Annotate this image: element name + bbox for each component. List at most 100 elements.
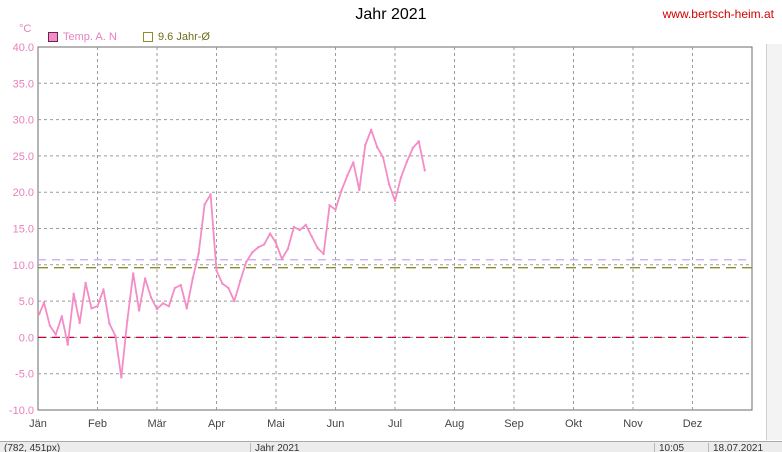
temperature-point <box>114 334 117 338</box>
temperature-point <box>149 296 153 299</box>
temperature-point <box>132 272 135 275</box>
temperature-point <box>370 128 373 131</box>
temperature-point <box>179 283 182 287</box>
temperature-point <box>209 193 212 196</box>
x-tick-label: Sep <box>504 418 524 430</box>
status-time: 10:05 <box>654 443 707 452</box>
chart-title: Jahr 2021 <box>355 6 427 23</box>
temperature-series-line <box>38 128 426 379</box>
temperature-point <box>423 169 426 172</box>
temperature-point <box>322 252 325 256</box>
x-tick-label: Okt <box>565 418 582 430</box>
temperature-point <box>268 232 272 235</box>
x-tick-label: Mär <box>148 418 167 430</box>
temperature-point <box>221 282 224 285</box>
status-date: 18.07.2021 <box>708 443 782 452</box>
y-tick-label: 30.0 <box>13 115 34 127</box>
temperature-point <box>298 228 301 232</box>
legend-temp: Temp. A. N <box>48 31 117 43</box>
x-tick-label: Aug <box>445 418 465 430</box>
temperature-point <box>328 204 331 207</box>
x-tick-label: Nov <box>623 418 643 430</box>
temperature-point <box>352 161 355 164</box>
temperature-point <box>60 315 63 318</box>
y-tick-label: 40.0 <box>13 42 34 54</box>
temperature-point <box>161 302 165 305</box>
x-tick-label: Apr <box>208 418 225 430</box>
temperature-point <box>399 176 403 179</box>
x-tick-label: Mai <box>267 418 285 430</box>
temperature-point <box>340 189 343 192</box>
temperature-point <box>381 156 385 159</box>
temperature-point <box>304 223 307 227</box>
temperature-point <box>96 304 99 308</box>
y-tick-label: 15.0 <box>13 224 34 236</box>
status-bar: (782, 451px) Jahr 2021 10:05 18.07.2021 <box>0 441 782 452</box>
temperature-point <box>239 279 242 282</box>
temperature-point <box>120 376 123 379</box>
y-tick-label: -10.0 <box>9 405 34 417</box>
unit-label: °C <box>19 23 32 35</box>
temperature-point <box>37 312 41 316</box>
temperature-point <box>316 246 319 250</box>
x-tick-label: Jul <box>388 418 402 430</box>
temperature-point <box>203 203 206 206</box>
temperature-point <box>108 322 111 325</box>
temperature-point <box>197 251 200 255</box>
temperature-point <box>245 260 248 264</box>
y-tick-label: 35.0 <box>13 78 34 90</box>
x-tick-label: Jän <box>29 418 47 430</box>
vertical-scrollbar[interactable] <box>766 44 782 440</box>
temperature-point <box>66 343 69 346</box>
y-tick-label: 5.0 <box>19 296 34 308</box>
temperature-point <box>411 146 415 150</box>
temperature-point <box>387 183 391 186</box>
x-tick-label: Feb <box>88 418 107 430</box>
temperature-point <box>286 247 290 251</box>
legend-label-temp: Temp. A. N <box>63 31 117 43</box>
temperature-point <box>78 321 81 325</box>
temperature-point <box>274 241 278 245</box>
temperature-point <box>346 174 349 177</box>
temperature-point <box>90 307 93 310</box>
legend-swatch-avg <box>143 32 153 42</box>
y-tick-label: 0.0 <box>19 332 34 344</box>
temperature-point <box>167 304 171 308</box>
x-tick-label: Dez <box>683 418 703 430</box>
temperature-point <box>364 143 367 147</box>
legend-label-avg: 9.6 Jahr-Ø <box>158 31 210 43</box>
temperature-point <box>185 307 188 310</box>
temperature-point <box>334 208 337 211</box>
x-tick-label: Jun <box>327 418 345 430</box>
temperature-point <box>126 319 129 322</box>
temperature-point <box>405 160 409 163</box>
temperature-point <box>310 235 313 238</box>
legend-avg: 9.6 Jahr-Ø <box>143 31 210 43</box>
temperature-point <box>417 140 420 143</box>
temperature-point <box>393 199 397 203</box>
temperature-point <box>84 281 87 285</box>
y-tick-label: -5.0 <box>15 369 34 381</box>
status-title: Jahr 2021 <box>250 443 425 452</box>
temperature-point <box>227 286 230 290</box>
temperature-point <box>375 145 379 149</box>
temperature-point <box>215 269 218 272</box>
temperature-point <box>262 243 266 246</box>
temperature-point <box>256 246 260 249</box>
temperature-point <box>48 324 52 327</box>
temperature-point <box>155 307 159 311</box>
temperature-point <box>72 292 75 296</box>
temperature-point <box>173 286 177 290</box>
y-tick-label: 10.0 <box>13 260 34 272</box>
temperature-point <box>137 309 141 312</box>
y-tick-label: 20.0 <box>13 187 34 199</box>
temperature-point <box>143 277 147 280</box>
temperature-point <box>280 257 284 261</box>
temperature-point <box>42 301 46 304</box>
website-label: www.bertsch-heim.at <box>662 7 774 21</box>
temperature-point <box>251 251 254 254</box>
status-size: (782, 451px) <box>4 443 61 452</box>
temperature-point <box>292 225 296 229</box>
